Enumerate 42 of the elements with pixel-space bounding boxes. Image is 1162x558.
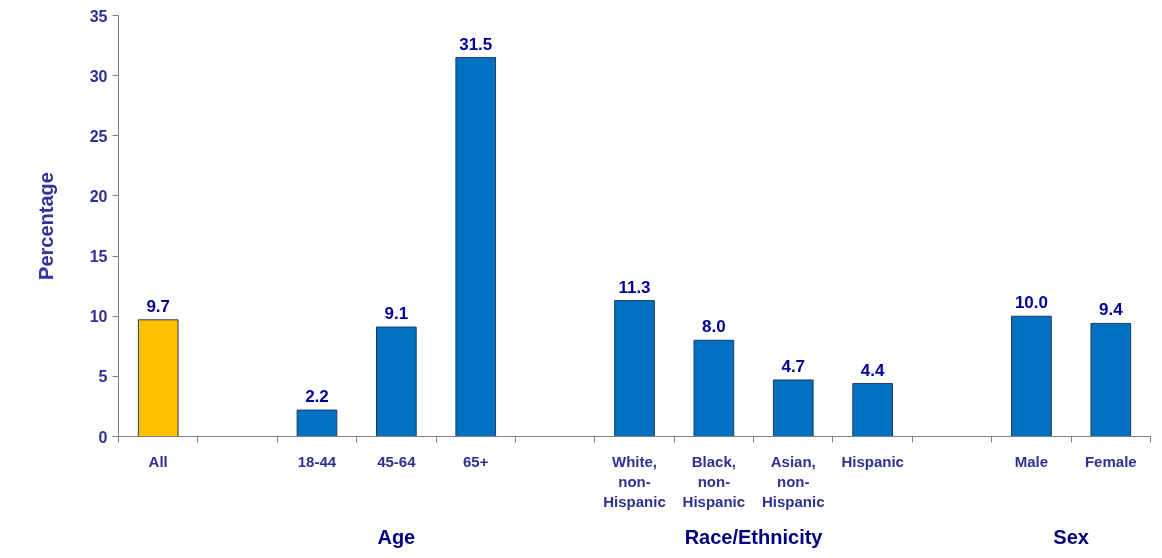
data-label: 2.2	[305, 387, 329, 407]
x-tick-label: Hispanic	[841, 452, 904, 470]
x-tick-label: All	[148, 452, 168, 470]
data-label: 9.4	[1098, 300, 1124, 320]
x-tick-label: Asian, non-Hispanic	[762, 452, 825, 511]
y-tick-label: 0	[98, 428, 108, 446]
x-tick-label: Female	[1084, 452, 1137, 470]
bar	[1011, 315, 1052, 437]
x-tick-label: Male	[1014, 452, 1049, 470]
y-tick-label: 30	[89, 67, 108, 85]
bar	[376, 326, 417, 437]
x-tick-label: 65+	[463, 452, 489, 470]
data-label: 11.3	[618, 277, 651, 297]
text: Age	[377, 525, 416, 548]
y-tick-label: 5	[98, 368, 108, 386]
y-axis-title: Percentage	[34, 172, 57, 280]
bar	[772, 379, 814, 437]
data-label: 4.4	[860, 360, 886, 380]
y-tick-label: 35	[89, 7, 108, 25]
x-tick-label: White, non-Hispanic	[603, 452, 666, 511]
y-tick-label: 25	[89, 127, 108, 145]
bar	[455, 57, 497, 437]
bar	[137, 319, 179, 437]
y-tick-label: 15	[89, 248, 108, 266]
bar	[1090, 322, 1132, 437]
data-label: 9.1	[384, 304, 409, 324]
data-label: 10.0	[1014, 293, 1048, 313]
data-label: 9.7	[146, 296, 171, 316]
x-tick-label: Black, non-Hispanic	[682, 452, 746, 511]
data-label: 8.0	[702, 317, 726, 337]
y-tick-label: 10	[89, 308, 108, 326]
x-tick-label: 45-64	[377, 452, 417, 470]
x-tick-label: 18-44	[297, 452, 337, 470]
bar	[614, 300, 655, 437]
text: Race/Ethnicity	[684, 525, 824, 548]
bar	[852, 383, 893, 437]
text: Sex	[1053, 525, 1089, 548]
bar	[296, 409, 338, 437]
data-label: 4.7	[781, 356, 806, 376]
bar	[693, 339, 735, 437]
data-label: 31.5	[459, 34, 493, 54]
y-tick-label: 20	[89, 187, 108, 205]
